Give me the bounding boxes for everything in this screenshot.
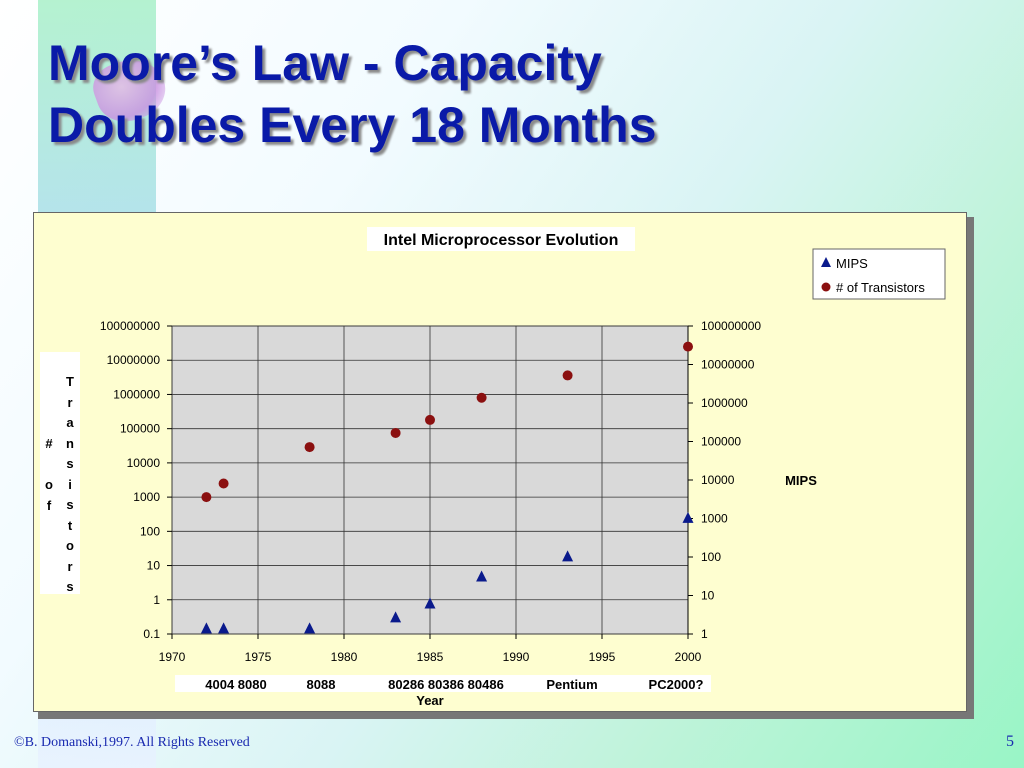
left-axis-title-letter: s [66,497,74,512]
chart-title: Intel Microprocessor Evolution [384,232,619,249]
slide-title-line-1: Moore’s Law - Capacity [48,35,602,91]
left-axis-title-letter: a [66,415,74,430]
right-axis-title: MIPS [785,473,817,488]
processor-label: PC2000? [649,677,704,692]
mips-data-point [304,622,316,634]
right-axis-tick-label: 10000 [701,473,735,487]
right-axis-tick-label: 10000000 [701,358,755,372]
left-axis-title-letter: n [66,435,74,451]
left-axis-tick-label: 10000 [127,456,161,470]
right-axis-tick-label: 100000 [701,435,741,449]
right-axis-tick-label: 1000000 [701,396,748,410]
right-axis-tick-label: 100000000 [701,319,761,333]
left-axis-title-letter: # [45,436,53,451]
chart-panel: 0.1 1 10 100 1000 10000 100000 1000000 10000000 1… [33,212,967,712]
right-axis-tick-label: 1000 [701,512,728,526]
legend-label: MIPS [836,256,868,271]
left-axis-tick-label: 1000 [133,490,160,504]
x-axis-tick-label: 1970 [159,650,186,664]
processor-label: 8088 [307,677,336,692]
mips-data-point [682,511,694,523]
transistors-data-point [476,392,487,403]
transistors-data-point [562,370,573,381]
left-axis-title-letter: f [46,497,52,513]
x-axis-tick-label: 1980 [331,650,358,664]
mips-data-point [200,622,212,634]
left-axis-title-word-1: # [44,434,54,455]
slide-title: Moore’s Law - Capacity Doubles Every 18 … [48,32,657,156]
transistors-data-point [425,414,435,425]
legend-label: # of Transistors [836,280,925,295]
left-axis-title-letter: r [67,558,73,574]
chart-title-background [367,227,635,251]
mips-data-point [476,570,488,582]
x-axis-tick-label: 1975 [245,650,272,664]
slide-title-line-2: Doubles Every 18 Months [48,97,657,153]
footer-copyright: ©B. Domanski,1997. All Rights Reserved [14,735,250,750]
left-axis-title-letter: t [67,517,73,533]
left-axis-title-letter: T [66,374,74,389]
legend-marker-mips [821,257,831,267]
x-axis-tick-label: 1990 [503,650,530,664]
transistors-data-point [390,427,401,438]
left-axis-tick-label: 100000 [120,422,160,436]
page-number: 5 [1006,733,1014,750]
mips-data-point [424,597,436,609]
chart-svg: 0.1 1 10 100 1000 10000 100000 1000000 10000000 1… [100,227,946,708]
processor-label: 4004 8080 [205,677,266,692]
mips-data-point [562,550,574,562]
transistors-data-point [304,442,315,453]
left-axis-title-letter: o [45,477,53,492]
left-axis-title-letter: i [68,476,72,492]
x-axis-tick-label: 1985 [417,650,444,664]
transistors-data-point [201,492,212,503]
transistors-data-point [218,478,229,489]
legend-box [812,248,946,300]
right-axis-tick-label: 100 [701,550,721,564]
legend-marker-transistors [821,282,831,292]
left-axis-tick-label: 10 [147,559,161,573]
left-axis-tick-label: 100000000 [100,319,160,333]
left-axis-title-letter: o [66,538,74,553]
left-axis-tick-label: 10000000 [107,353,161,367]
mips-data-point [390,611,402,623]
left-axis-title-letter: s [66,579,74,594]
right-axis-tick-label: 10 [701,589,715,603]
left-axis-tick-label: 1000000 [113,387,160,401]
x-axis-tick-label: 2000 [675,650,702,664]
processor-label: 80286 80386 80486 [388,677,504,692]
processor-label-band [175,675,711,692]
left-axis-tick-label: 100 [140,524,160,538]
left-axis-title-letter: s [66,456,74,471]
left-axis-tick-label: 1 [153,593,160,607]
mips-data-point [218,622,230,634]
x-axis-tick-label: 1995 [589,650,616,664]
right-axis-tick-label: 1 [701,627,708,641]
left-axis-title-letter: r [67,394,73,410]
processor-label: Pentium [546,677,597,692]
transistors-data-point [683,341,693,352]
left-axis-tick-label: 0.1 [143,627,160,641]
x-axis-title: Year [416,693,443,708]
